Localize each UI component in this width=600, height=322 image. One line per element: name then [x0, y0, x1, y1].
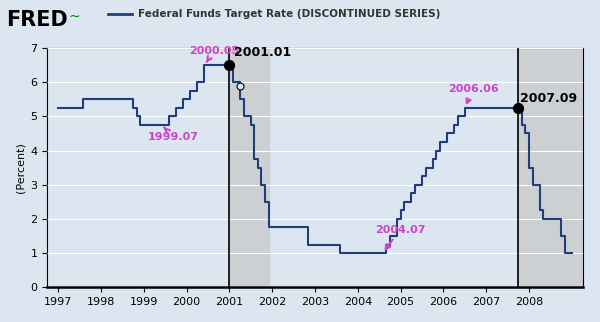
Point — [224, 62, 234, 68]
Text: 2001.01: 2001.01 — [235, 45, 292, 59]
Text: 2000.05: 2000.05 — [188, 46, 239, 62]
Point — [514, 105, 523, 110]
Point — [235, 83, 245, 88]
Text: 2007.09: 2007.09 — [520, 92, 577, 105]
Bar — [229, 48, 269, 287]
Text: 2006.06: 2006.06 — [448, 84, 499, 103]
Text: 1999.07: 1999.07 — [148, 128, 199, 142]
Text: ~: ~ — [69, 10, 80, 24]
Text: 2004.07: 2004.07 — [375, 224, 425, 249]
Text: Federal Funds Target Rate (DISCONTINUED SERIES): Federal Funds Target Rate (DISCONTINUED … — [138, 9, 440, 20]
Bar — [518, 48, 593, 287]
Text: FRED: FRED — [6, 10, 68, 30]
Y-axis label: (Percent): (Percent) — [15, 142, 25, 193]
